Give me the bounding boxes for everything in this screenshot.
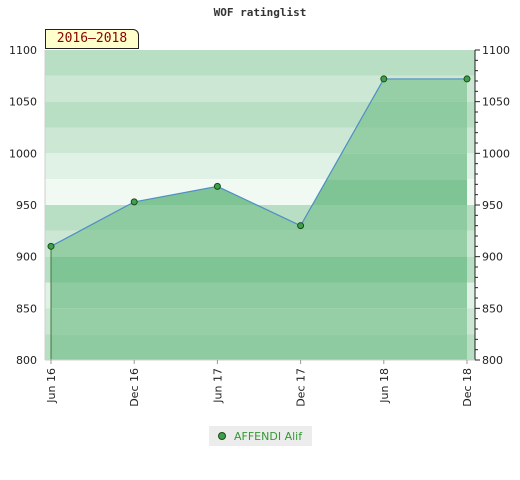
- legend-marker-icon: [218, 432, 226, 440]
- y-tick-label-right: 900: [482, 251, 503, 264]
- chart-title: WOF ratinglist: [213, 6, 307, 19]
- y-tick-label-left: 1100: [9, 44, 37, 57]
- data-point: [47, 242, 55, 250]
- y-tick-label-right: 950: [482, 199, 503, 212]
- data-point: [463, 75, 471, 83]
- data-point: [213, 182, 221, 190]
- y-axis-left: 800 850 900 950 1000 1050 1100: [9, 44, 37, 367]
- data-point: [130, 198, 138, 206]
- area-band: [51, 230, 467, 257]
- series-line: [50, 78, 467, 247]
- area-band: [51, 308, 467, 335]
- y-tick-label-left: 1000: [9, 147, 37, 160]
- x-tick-label: Dec 18: [461, 368, 474, 407]
- x-tick-label: Jun 16: [45, 368, 58, 404]
- background-band: [45, 50, 475, 76]
- y-tick-label-right: 1100: [482, 44, 510, 57]
- x-tick-label: Dec 17: [295, 368, 308, 407]
- period-badge: 2016–2018: [45, 29, 139, 49]
- y-axis-right: 800 850 900 950 1000 1050 1100: [475, 44, 510, 367]
- data-point: [380, 75, 388, 83]
- y-tick-label-right: 1000: [482, 147, 510, 160]
- data-point: [297, 222, 305, 230]
- y-tick-label-left: 800: [16, 354, 37, 367]
- y-tick-label-left: 850: [16, 302, 37, 315]
- y-tick-label-right: 850: [482, 302, 503, 315]
- y-tick-label-left: 950: [16, 199, 37, 212]
- area-band: [51, 282, 467, 309]
- legend[interactable]: AFFENDI Alif: [209, 426, 312, 446]
- x-tick-label: Dec 16: [128, 368, 141, 407]
- area-band: [51, 334, 467, 360]
- y-tick-label-left: 900: [16, 251, 37, 264]
- area-band: [51, 256, 467, 283]
- legend-label: AFFENDI Alif: [234, 429, 303, 443]
- y-tick-label-right: 1050: [482, 96, 510, 109]
- x-tick-label: Jun 17: [211, 368, 224, 404]
- y-tick-label-left: 1050: [9, 96, 37, 109]
- x-tick-label: Jun 18: [378, 368, 391, 404]
- x-axis: Jun 16 Dec 16 Jun 17 Dec 17 Jun 18 Dec 18: [45, 360, 474, 407]
- y-tick-label-right: 800: [482, 354, 503, 367]
- data-markers: [47, 75, 471, 250]
